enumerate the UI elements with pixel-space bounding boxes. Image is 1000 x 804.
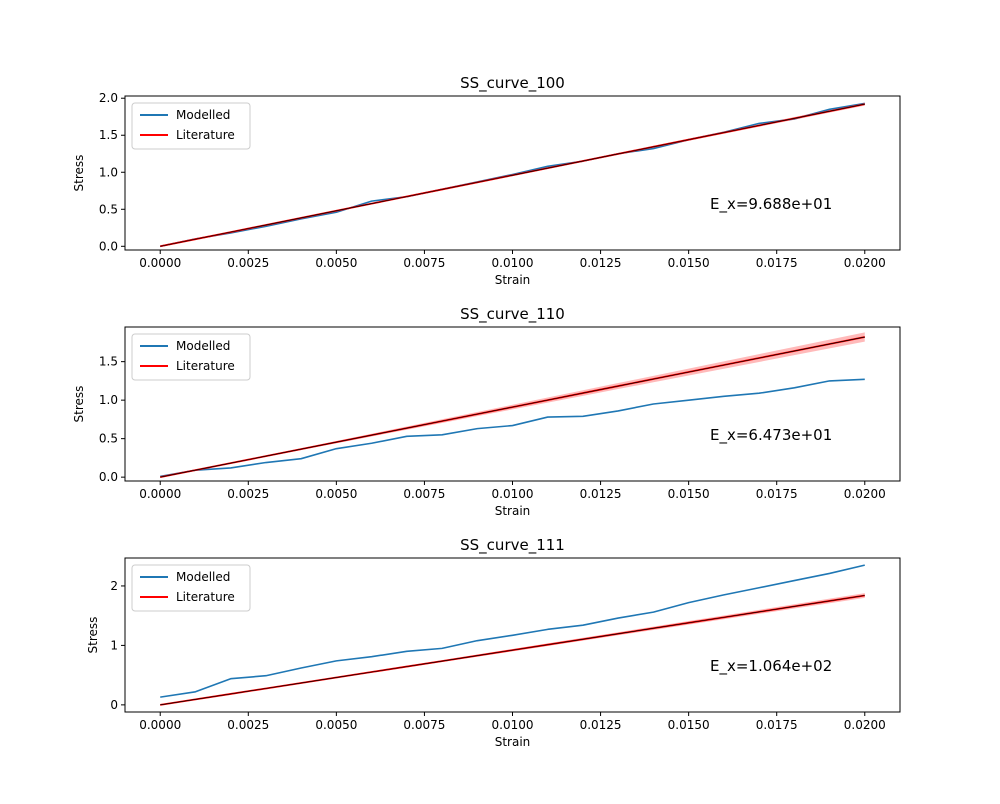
x-tick-label: 0.0175 — [756, 487, 798, 501]
chart-title: SS_curve_111 — [460, 536, 565, 555]
x-tick-label: 0.0200 — [844, 487, 886, 501]
y-tick-label: 0.0 — [99, 239, 118, 253]
legend: Modelled Literature — [131, 102, 251, 150]
x-tick-label: 0.0075 — [403, 718, 445, 732]
x-tick-label: 0.0175 — [756, 718, 798, 732]
literature-mean-line — [160, 336, 865, 478]
x-tick-label: 0.0150 — [668, 718, 710, 732]
y-tick-label: 2 — [110, 579, 118, 593]
legend: Modelled Literature — [131, 564, 251, 612]
x-tick-label: 0.0150 — [668, 487, 710, 501]
modulus-annotation: E_x=1.064e+02 — [710, 657, 832, 676]
y-tick-label: 0 — [110, 698, 118, 712]
y-tick-label: 0.5 — [99, 202, 118, 216]
legend-label-literature: Literature — [176, 128, 235, 142]
y-tick-label: 1.5 — [99, 128, 118, 142]
legend: Modelled Literature — [131, 333, 251, 381]
x-tick-label: 0.0075 — [403, 487, 445, 501]
x-tick-label: 0.0000 — [139, 487, 181, 501]
x-tick-label: 0.0150 — [668, 256, 710, 270]
plot-data — [160, 102, 865, 248]
x-tick-label: 0.0100 — [492, 256, 534, 270]
x-tick-label: 0.0025 — [227, 718, 269, 732]
y-axis-label: Stress — [72, 155, 86, 192]
x-tick-label: 0.0125 — [580, 718, 622, 732]
legend-label-modelled: Modelled — [176, 570, 230, 584]
plot-data — [160, 332, 865, 479]
legend-label-modelled: Modelled — [176, 339, 230, 353]
x-tick-label: 0.0100 — [492, 718, 534, 732]
x-tick-label: 0.0000 — [139, 256, 181, 270]
modelled-line — [160, 378, 865, 478]
x-axis-label: Strain — [495, 735, 531, 749]
literature-mean-line — [160, 595, 865, 706]
y-tick-label: 1.5 — [99, 355, 118, 369]
x-tick-label: 0.0050 — [315, 487, 357, 501]
x-tick-label: 0.0175 — [756, 256, 798, 270]
x-tick-label: 0.0100 — [492, 487, 534, 501]
plot-data — [160, 564, 865, 706]
literature-band — [160, 332, 865, 478]
x-axis-label: Strain — [495, 504, 531, 518]
y-axis-label: Stress — [72, 386, 86, 423]
x-axis-label: Strain — [495, 273, 531, 287]
x-tick-label: 0.0075 — [403, 256, 445, 270]
literature-mean-line — [160, 103, 865, 247]
y-axis-label: Stress — [86, 617, 100, 654]
y-tick-label: 1.0 — [99, 393, 118, 407]
legend-label-literature: Literature — [176, 590, 235, 604]
y-tick-label: 2.0 — [99, 91, 118, 105]
x-tick-label: 0.0050 — [315, 718, 357, 732]
x-tick-label: 0.0200 — [844, 256, 886, 270]
chart-title: SS_curve_100 — [460, 74, 565, 93]
y-tick-label: 1 — [110, 638, 118, 652]
x-tick-label: 0.0125 — [580, 256, 622, 270]
x-tick-label: 0.0025 — [227, 487, 269, 501]
x-tick-label: 0.0125 — [580, 487, 622, 501]
x-tick-label: 0.0050 — [315, 256, 357, 270]
modulus-annotation: E_x=9.688e+01 — [710, 195, 832, 214]
chart-panel-3: SS_curve_111 0.0000 0.0025 0.0050 0.0075 0.01… — [86, 536, 901, 749]
x-tick-label: 0.0200 — [844, 718, 886, 732]
modelled-line — [160, 564, 865, 698]
y-tick-label: 0.5 — [99, 432, 118, 446]
modulus-annotation: E_x=6.473e+01 — [710, 426, 832, 445]
legend-label-modelled: Modelled — [176, 108, 230, 122]
x-tick-label: 0.0025 — [227, 256, 269, 270]
y-tick-label: 0.0 — [99, 470, 118, 484]
y-tick-label: 1.0 — [99, 165, 118, 179]
chart-title: SS_curve_110 — [460, 305, 565, 324]
x-tick-label: 0.0000 — [139, 718, 181, 732]
legend-label-literature: Literature — [176, 359, 235, 373]
